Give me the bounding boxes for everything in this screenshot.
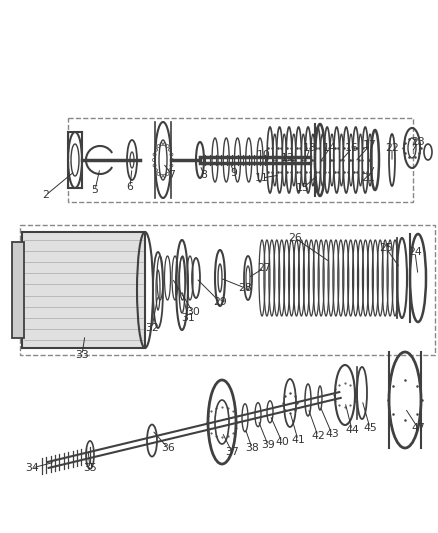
Text: 14: 14 [322,143,336,153]
Text: 47: 47 [410,423,424,433]
Text: 41: 41 [290,435,304,445]
Text: 23: 23 [410,137,424,147]
Text: 39: 39 [261,440,274,450]
Text: 28: 28 [237,283,251,293]
Text: 10: 10 [257,150,270,160]
Text: 6: 6 [126,182,133,192]
Text: 22: 22 [384,143,398,153]
Text: 35: 35 [83,463,97,473]
Text: 11: 11 [254,173,268,183]
Text: 21: 21 [360,173,374,183]
Text: 37: 37 [225,447,238,457]
Text: 33: 33 [75,350,88,360]
Text: 16: 16 [344,143,358,153]
Text: 42: 42 [311,431,324,441]
Text: 29: 29 [212,297,226,307]
Text: 44: 44 [344,425,358,435]
Text: 30: 30 [186,307,199,317]
Text: 45: 45 [362,423,376,433]
Text: 15: 15 [296,183,309,193]
Text: 12: 12 [280,153,294,163]
Text: 25: 25 [378,243,392,253]
Text: 43: 43 [325,429,338,439]
Bar [20,225,434,355]
Text: 24: 24 [407,247,421,257]
Text: 27: 27 [257,263,270,273]
Text: 13: 13 [302,143,316,153]
Text: 34: 34 [25,463,39,473]
Text: 36: 36 [161,443,174,453]
Text: 40: 40 [275,437,288,447]
Text: 31: 31 [181,313,194,323]
Text: 26: 26 [287,233,301,243]
Text: 5: 5 [92,185,98,195]
Bar [68,118,412,202]
Text: 38: 38 [244,443,258,453]
Text: 9: 9 [230,168,237,178]
Text: 32: 32 [145,323,159,333]
Text: 7: 7 [168,170,175,180]
Text: 2: 2 [42,190,49,200]
Bar [22,232,145,348]
Text: 8: 8 [200,170,207,180]
Text: 17: 17 [362,140,376,150]
Bar [12,242,24,338]
